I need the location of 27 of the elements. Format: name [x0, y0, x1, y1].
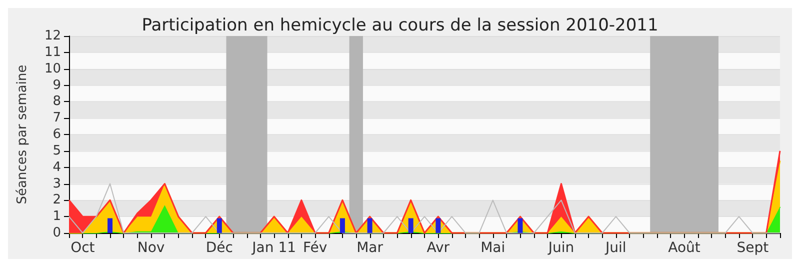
x-tick-label: Juil	[604, 240, 626, 256]
y-axis-title: Séances par semaine	[15, 64, 30, 204]
x-tick-label: Juin	[547, 240, 574, 256]
x-tick-label: Avr	[426, 240, 450, 256]
y-tick-label: 7	[52, 110, 61, 126]
x-tick-label: Sept	[736, 240, 770, 256]
x-tick-label: Nov	[137, 240, 165, 256]
y-tick-label: 0	[52, 226, 61, 240]
y-tick-label: 3	[52, 176, 61, 192]
y-tick-label: 12	[44, 28, 61, 44]
y-tick-label: 5	[52, 143, 61, 158]
y-tick-label: 6	[52, 127, 61, 142]
y-tick-label: 10	[44, 61, 61, 76]
x-tick-label: Août	[668, 240, 701, 256]
x-tick-label: Mar	[356, 240, 384, 256]
y-tick-label: 2	[52, 192, 61, 208]
y-tick-label: 8	[52, 94, 61, 110]
y-tick-label: 9	[52, 78, 61, 93]
y-tick-label: 11	[44, 44, 61, 60]
chart-title: Participation en hemicycle au cours de la session 2010-2011	[142, 16, 658, 36]
x-tick-label: Déc	[206, 240, 233, 256]
x-tick-label: Fév	[303, 240, 328, 256]
y-tick-label: 1	[52, 209, 61, 224]
y-tick-label: 4	[52, 160, 61, 175]
x-tick-label: Jan 11	[251, 240, 296, 256]
x-tick-label: Mai	[480, 240, 506, 256]
x-tick-label: Oct	[70, 240, 96, 256]
